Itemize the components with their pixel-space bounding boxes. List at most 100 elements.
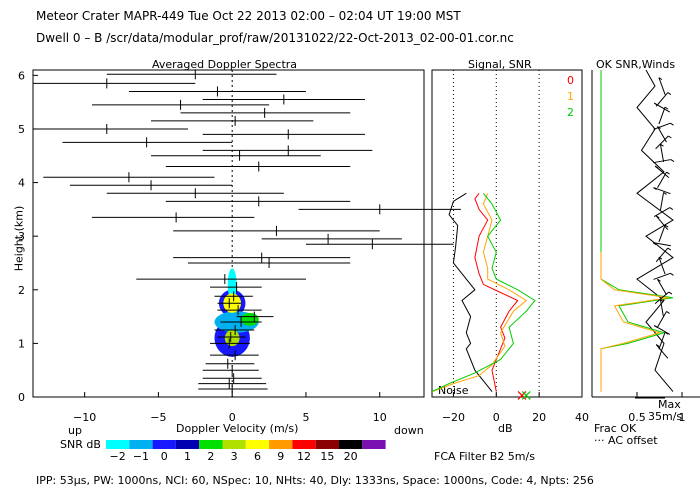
filter-label: FCA Filter B2 5m/s (434, 450, 535, 463)
db-tick-label-0: −20 (442, 411, 465, 424)
wind-barb-0 (658, 77, 666, 95)
ok-series-snr_ok_1 (600, 252, 669, 392)
doppler-tick-label-1: −5 (150, 411, 166, 424)
db-tick-label-2: 20 (532, 411, 546, 424)
snr-legend-tick-2: 0 (161, 450, 168, 463)
wind-barb-tip-10 (666, 171, 670, 175)
snr-contour-3 (227, 268, 237, 301)
ok-winds-title: OK SNR,Winds (596, 58, 676, 71)
signal-series-2 (431, 192, 536, 393)
down-label: down (394, 424, 424, 437)
ok-legend-0: 0 (567, 74, 574, 87)
frac-tick-label-0: 0.5 (628, 411, 646, 424)
snr-legend-swatch-10 (339, 440, 363, 449)
doppler-tick-label-3: 5 (302, 411, 309, 424)
wind-barb-tip-26 (655, 344, 660, 347)
snr-legend-swatch-1 (129, 440, 153, 449)
snr-legend-swatch-6 (245, 440, 270, 449)
wind-barb-17 (655, 247, 669, 263)
signal-series-0 (474, 192, 519, 392)
wind-barb-tip-19 (670, 272, 674, 276)
doppler-x-label: Doppler Velocity (m/s) (176, 422, 299, 435)
y-tick-label-3: 3 (18, 230, 25, 243)
wind-barb-23 (657, 311, 667, 328)
wind-barb-tip-13 (669, 207, 674, 210)
doppler-tick-label-0: −10 (73, 411, 96, 424)
wind-barb-tip-9 (654, 165, 659, 169)
wind-barb-tip-0 (658, 77, 663, 81)
snr-legend-tick-3: 1 (184, 450, 191, 463)
snr-legend-tick-8: 12 (297, 450, 311, 463)
wind-barb-8 (653, 159, 671, 164)
snr-legend-swatch-3 (175, 440, 200, 449)
wind-barb-19 (653, 272, 671, 280)
wind-barb-25 (658, 332, 666, 350)
y-tick-label-6: 6 (18, 69, 25, 82)
wind-barb-tip-2 (653, 102, 658, 106)
max-value: 35m/s (648, 410, 683, 423)
params-line: IPP: 53μs, PW: 1000ns, NCI: 60, NSpec: 1… (36, 474, 594, 487)
y-tick-label-1: 1 (18, 337, 25, 350)
ok-legend-2: 2 (567, 106, 574, 119)
wind-barb-tip-1 (667, 92, 672, 96)
wind-barb-22 (659, 299, 665, 318)
wind-barb-13 (653, 207, 671, 217)
snr-legend-tick-9: 15 (320, 450, 334, 463)
wind-barb-tip-7 (660, 143, 664, 147)
wind-barb-14 (655, 215, 669, 230)
wind-barb-6 (655, 135, 669, 150)
wind-barb-tip-16 (652, 242, 657, 246)
wind-barb-tip-23 (666, 311, 670, 314)
chart-header-title: Meteor Crater MAPR-449 Tue Oct 22 2013 0… (36, 9, 461, 23)
wind-barb-tip-3 (664, 106, 669, 110)
signal-marker-1 (521, 390, 531, 400)
ok-series-snr_ok_2 (600, 70, 674, 392)
snr-legend-swatch-7 (269, 440, 293, 449)
ac-offset-label: ··· AC offset (594, 434, 658, 447)
signal-marker-0 (517, 390, 527, 400)
wind-barb-tip-8 (670, 159, 675, 162)
wind-barb-tip-18 (658, 256, 663, 260)
snr-contour-6 (241, 312, 259, 326)
snr-legend-tick-5: 3 (231, 450, 238, 463)
snr-legend-tick-10: 20 (344, 450, 358, 463)
wind-barb-tip-22 (660, 299, 664, 303)
snr-legend-swatch-5 (222, 440, 246, 449)
wind-barb-tip-24 (653, 325, 658, 328)
wind-barb-7 (659, 144, 665, 163)
snr-legend-swatch-0 (106, 440, 130, 449)
signal-frame (431, 69, 583, 398)
wind-barb-11 (653, 187, 671, 195)
spectra-frame (32, 69, 425, 398)
wind-barb-4 (653, 122, 671, 130)
signal-series-noise (448, 192, 493, 392)
ok-series-frac_ok (636, 69, 674, 392)
wind-barb-12 (659, 192, 665, 211)
wind-barb-tip-15 (664, 224, 669, 228)
db-x-label: dB (498, 422, 513, 435)
snr-legend-tick-7: 9 (277, 450, 284, 463)
up-label: up (68, 424, 82, 437)
wind-barb-21 (654, 291, 670, 304)
snr-contour-5 (224, 329, 240, 347)
chart-header-file: Dwell 0 – B /scr/data/modular_prof/raw/2… (36, 31, 514, 45)
wind-barb-tip-5 (657, 126, 661, 129)
y-tick-label-2: 2 (18, 284, 25, 297)
doppler-tick-label-4: 10 (373, 411, 387, 424)
db-tick-label-1: 0 (493, 411, 500, 424)
wind-barb-26 (655, 344, 669, 359)
wind-barb-10 (657, 171, 667, 188)
ok-legend-1: 1 (567, 90, 574, 103)
signal-title: Signal, SNR (468, 58, 532, 71)
snr-legend-swatch-4 (199, 440, 223, 449)
snr-legend-tick-1: −1 (133, 450, 149, 463)
wind-barb-tip-4 (670, 122, 674, 126)
wind-barb-tip-20 (657, 278, 661, 282)
signal-series-1 (431, 193, 528, 393)
wind-barb-1 (655, 92, 669, 107)
spectra-title: Averaged Doppler Spectra (152, 58, 298, 71)
max-label: Max (658, 398, 681, 411)
wind-barb-tip-12 (663, 192, 667, 195)
wind-barb-tip-21 (668, 291, 673, 295)
